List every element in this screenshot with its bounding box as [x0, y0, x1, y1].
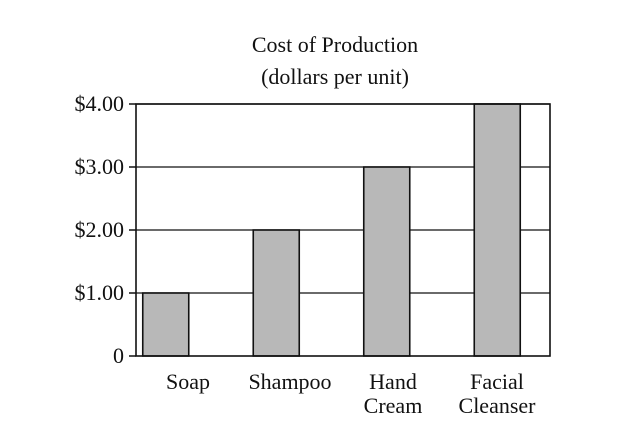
x-category-label-2: Hand Cream	[364, 369, 423, 418]
y-tick-label-2: $2.00	[75, 217, 125, 242]
x-category-labels: Soap Shampoo Hand Cream Facial Cleanser	[166, 369, 536, 418]
y-tick-label-0: 0	[113, 343, 124, 368]
axes	[129, 103, 551, 357]
y-tick-labels: 0 $1.00 $2.00 $3.00 $4.00	[75, 91, 125, 368]
x-category-label-0: Soap	[166, 369, 210, 394]
chart-title: Cost of Production	[252, 32, 418, 57]
x-category-label-3: Facial Cleanser	[459, 369, 537, 418]
y-tick-label-1: $1.00	[75, 280, 125, 305]
bar-facial-cleanser	[473, 103, 522, 357]
bar-soap	[141, 292, 190, 357]
plot-frame	[135, 103, 551, 357]
chart-subtitle: (dollars per unit)	[261, 64, 409, 89]
bar-shampoo	[252, 229, 301, 357]
y-tick-label-3: $3.00	[75, 154, 125, 179]
y-tick-label-4: $4.00	[75, 91, 125, 116]
bar-hand-cream	[362, 166, 411, 357]
x-category-label-1: Shampoo	[248, 369, 331, 394]
